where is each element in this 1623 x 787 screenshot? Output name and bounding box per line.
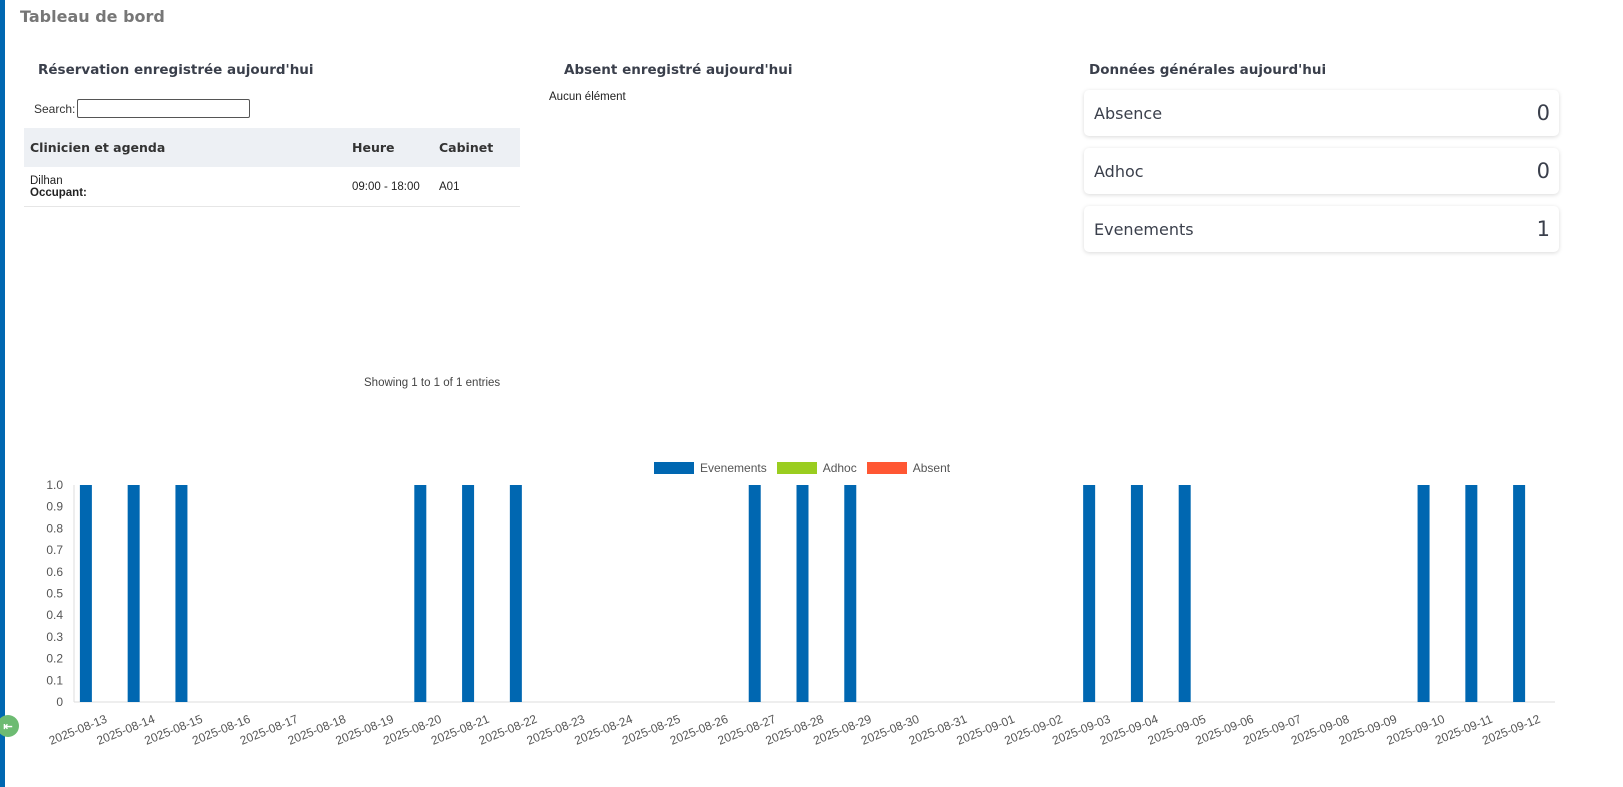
legend-swatch [866, 462, 907, 474]
y-tick-label: 0 [56, 695, 63, 709]
bar-evenements [1083, 485, 1096, 702]
occupant-label: Occupant: [30, 186, 87, 199]
stat-value: 0 [1536, 159, 1550, 183]
y-tick-label: 0.4 [46, 608, 63, 622]
search-group: Search: [34, 99, 251, 118]
clinician-cell: Dilhan Occupant: [24, 167, 346, 207]
absent-title: Absent enregistré aujourd'hui [564, 62, 793, 78]
legend-swatch [776, 462, 817, 474]
room-cell: A01 [433, 167, 520, 207]
legend-item-evenements[interactable]: Evenements [654, 461, 767, 475]
stat-value: 1 [1536, 217, 1550, 241]
arrow-left-icon: ⇤ [3, 720, 13, 733]
bar-evenements [414, 485, 427, 702]
stat-card-adhoc: Adhoc 0 [1084, 148, 1559, 194]
legend-item-adhoc[interactable]: Adhoc [776, 461, 857, 475]
search-label: Search: [34, 101, 76, 116]
bar-evenements [127, 485, 140, 702]
legend-label: Adhoc [822, 461, 857, 475]
bar-evenements [1178, 485, 1191, 702]
general-title: Données générales aujourd'hui [1089, 62, 1327, 78]
y-tick-label: 1.0 [46, 478, 63, 492]
y-tick-label: 0.5 [46, 587, 63, 601]
stat-card-evenements: Evenements 1 [1084, 206, 1559, 252]
stat-label: Adhoc [1094, 161, 1144, 181]
y-tick-label: 0.6 [46, 565, 63, 579]
left-accent-bar [0, 0, 5, 787]
y-tick-label: 0.3 [46, 630, 63, 644]
bar-evenements [462, 485, 475, 702]
bar-evenements [1465, 485, 1478, 702]
bar-chart: 00.10.20.30.40.50.60.70.80.91.02025-08-1… [46, 478, 1555, 748]
bar-evenements [509, 485, 522, 702]
page-title: Tableau de bord [20, 7, 165, 26]
y-tick-label: 0.2 [46, 652, 63, 666]
y-tick-label: 0.8 [46, 521, 63, 535]
bar-evenements [748, 485, 761, 702]
stat-card-absence: Absence 0 [1084, 90, 1559, 136]
absent-empty-text: Aucun élément [549, 91, 626, 103]
legend-label: Evenements [700, 461, 767, 475]
bar-evenements [844, 485, 857, 702]
column-header-time[interactable]: Heure [346, 128, 433, 167]
stat-label: Absence [1094, 103, 1163, 123]
column-header-room[interactable]: Cabinet [433, 128, 520, 167]
reservations-table: Clinicien et agenda Heure Cabinet Dilhan… [24, 128, 520, 207]
table-row[interactable]: Dilhan Occupant: 09:00 - 18:00 A01 [24, 167, 520, 207]
chart-legend: Evenements Adhoc Absent [654, 461, 960, 475]
bar-evenements [796, 485, 809, 702]
collapse-sidebar-button[interactable]: ⇤ [0, 715, 19, 737]
time-cell: 09:00 - 18:00 [346, 167, 433, 207]
legend-swatch [654, 462, 694, 474]
bar-evenements [79, 485, 92, 702]
bar-evenements [1417, 485, 1430, 702]
bar-evenements [175, 485, 188, 702]
bar-evenements [1130, 485, 1143, 702]
column-header-clinician[interactable]: Clinicien et agenda [24, 128, 346, 167]
bar-evenements [1513, 485, 1526, 702]
stat-value: 0 [1536, 101, 1550, 125]
search-input[interactable] [77, 99, 251, 118]
stat-label: Evenements [1094, 219, 1194, 239]
legend-item-absent[interactable]: Absent [866, 461, 951, 475]
table-info: Showing 1 to 1 of 1 entries [364, 377, 501, 389]
y-tick-label: 0.9 [46, 500, 63, 514]
reservations-title: Réservation enregistrée aujourd'hui [38, 62, 314, 78]
legend-label: Absent [912, 461, 951, 475]
clinician-name: Dilhan [30, 174, 63, 187]
y-tick-label: 0.1 [46, 673, 63, 687]
y-tick-label: 0.7 [46, 543, 63, 557]
